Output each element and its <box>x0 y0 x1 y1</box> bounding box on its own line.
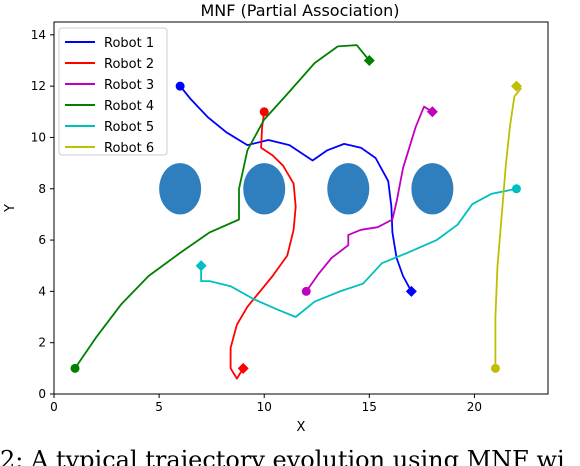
start-marker-robot-6 <box>490 363 500 373</box>
legend-label-robot-1: Robot 1 <box>104 36 154 51</box>
goal-marker-robot-5 <box>195 260 207 272</box>
trajectory-robot-1 <box>179 85 413 293</box>
obstacle-2 <box>243 163 286 215</box>
obstacle-1 <box>159 163 202 215</box>
start-marker-robot-2 <box>259 107 269 117</box>
x-tick-label: 10 <box>257 400 272 414</box>
goal-marker-robot-4 <box>363 54 375 66</box>
start-marker-robot-3 <box>301 286 311 296</box>
legend-label-robot-4: Robot 4 <box>104 99 154 114</box>
goal-marker-robot-2 <box>237 362 249 374</box>
legend-box <box>58 27 168 156</box>
figure-caption: 2: A typical trajectory evolution using … <box>0 446 565 466</box>
x-tick-label: 5 <box>155 400 163 414</box>
start-marker-robot-5 <box>511 184 521 194</box>
legend-label-robot-2: Robot 2 <box>104 57 154 72</box>
plot-frame <box>53 21 549 395</box>
obstacles <box>159 163 454 215</box>
trajectory-robot-5 <box>200 187 518 318</box>
y-tick-label: 2 <box>38 336 46 350</box>
goal-marker-robot-3 <box>426 106 438 118</box>
trajectory-robot-2 <box>229 110 297 380</box>
y-tick-label: 14 <box>31 28 46 42</box>
y-tick-label: 0 <box>38 387 46 401</box>
y-tick-label: 12 <box>31 79 46 93</box>
obstacle-4 <box>411 163 454 215</box>
chart: MNF (Partial Association) 0 5 10 15 20 0 2 4 6 8… <box>3 1 549 435</box>
trajectory-robot-6 <box>494 85 522 370</box>
trajectory-robot-3 <box>305 105 434 293</box>
y-tick-label: 8 <box>38 182 46 196</box>
obstacle-3 <box>327 163 370 215</box>
trajectory-robot-4 <box>74 44 371 370</box>
legend-label-robot-6: Robot 6 <box>104 141 154 156</box>
start-marker-robot-1 <box>175 81 185 91</box>
legend: Robot 1 Robot 2 Robot 3 Robot 4 Robot 5 Robot… <box>58 27 168 156</box>
goal-marker-robot-1 <box>405 285 417 297</box>
y-axis: 0 2 4 6 8 10 12 14 <box>31 28 54 401</box>
goal-marker-robot-6 <box>510 80 522 92</box>
x-axis-label: X <box>297 420 306 435</box>
series-layer <box>70 44 522 380</box>
y-tick-label: 10 <box>31 130 46 144</box>
y-tick-label: 4 <box>38 284 46 298</box>
x-tick-label: 20 <box>467 400 482 414</box>
legend-label-robot-5: Robot 5 <box>104 120 154 135</box>
legend-label-robot-3: Robot 3 <box>104 78 154 93</box>
x-axis: 0 5 10 15 20 <box>50 394 482 414</box>
start-marker-robot-4 <box>70 363 80 373</box>
y-axis-label: Y <box>3 204 18 213</box>
x-tick-label: 15 <box>362 400 377 414</box>
chart-title: MNF (Partial Association) <box>200 1 399 20</box>
x-tick-label: 0 <box>50 400 58 414</box>
y-tick-label: 6 <box>38 233 46 247</box>
